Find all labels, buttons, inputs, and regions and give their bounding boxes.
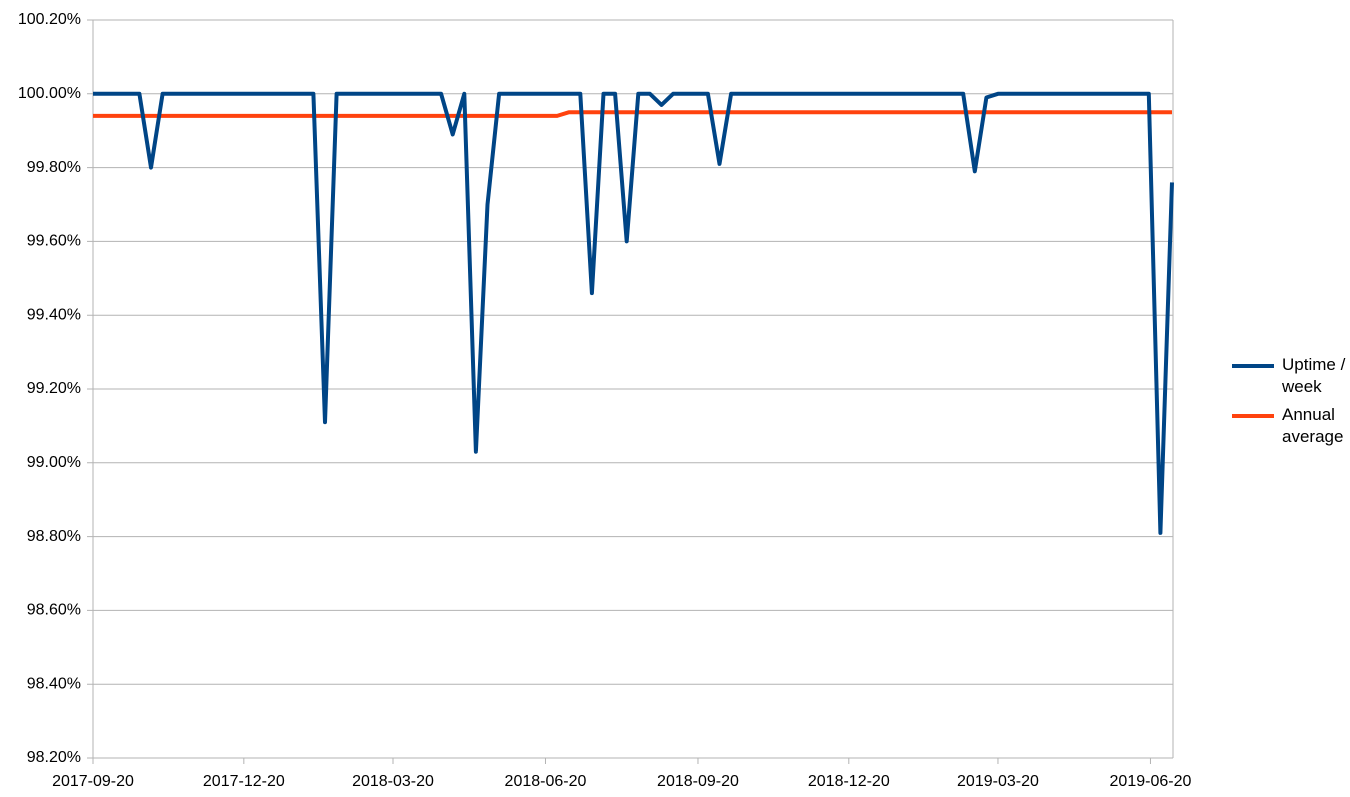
- legend: Uptime / week Annual average: [1232, 354, 1350, 454]
- y-tick-label: 99.40%: [27, 306, 81, 323]
- x-tick-label: 2018-03-20: [352, 773, 434, 790]
- legend-swatch: [1232, 414, 1274, 418]
- y-tick-label: 100.20%: [18, 11, 81, 28]
- y-tick-label: 98.20%: [27, 749, 81, 766]
- x-tick-label: 2017-12-20: [203, 773, 285, 790]
- data-line: [93, 91, 1174, 535]
- x-tick-label: 2018-06-20: [505, 773, 587, 790]
- legend-entry: Annual average: [1232, 404, 1350, 448]
- y-tick-label: 99.20%: [27, 380, 81, 397]
- y-tick-label: 100.00%: [18, 85, 81, 102]
- legend-swatch: [1232, 364, 1274, 368]
- chart: 98.20% 98.40% 98.60% 98.80% 99.00% 99.20% 99.4…: [18, 11, 1192, 790]
- x-tick-label: 2019-03-20: [957, 773, 1039, 790]
- legend-label: Annual average: [1282, 405, 1344, 446]
- y-tick-label: 98.80%: [27, 528, 81, 545]
- x-tick-label: 2019-06-20: [1110, 773, 1192, 790]
- y-tick-label: 99.80%: [27, 159, 81, 176]
- data-line: [93, 110, 1172, 118]
- legend-label: Uptime / week: [1282, 355, 1346, 396]
- y-tick-label: 98.40%: [27, 675, 81, 692]
- x-tick-label: 2017-09-20: [52, 773, 134, 790]
- legend-entry: Uptime / week: [1232, 354, 1350, 398]
- y-tick-label: 99.60%: [27, 233, 81, 250]
- x-tick-label: 2018-12-20: [808, 773, 890, 790]
- x-tick-label: 2018-09-20: [657, 773, 739, 790]
- y-tick-label: 99.00%: [27, 454, 81, 471]
- y-tick-label: 98.60%: [27, 602, 81, 619]
